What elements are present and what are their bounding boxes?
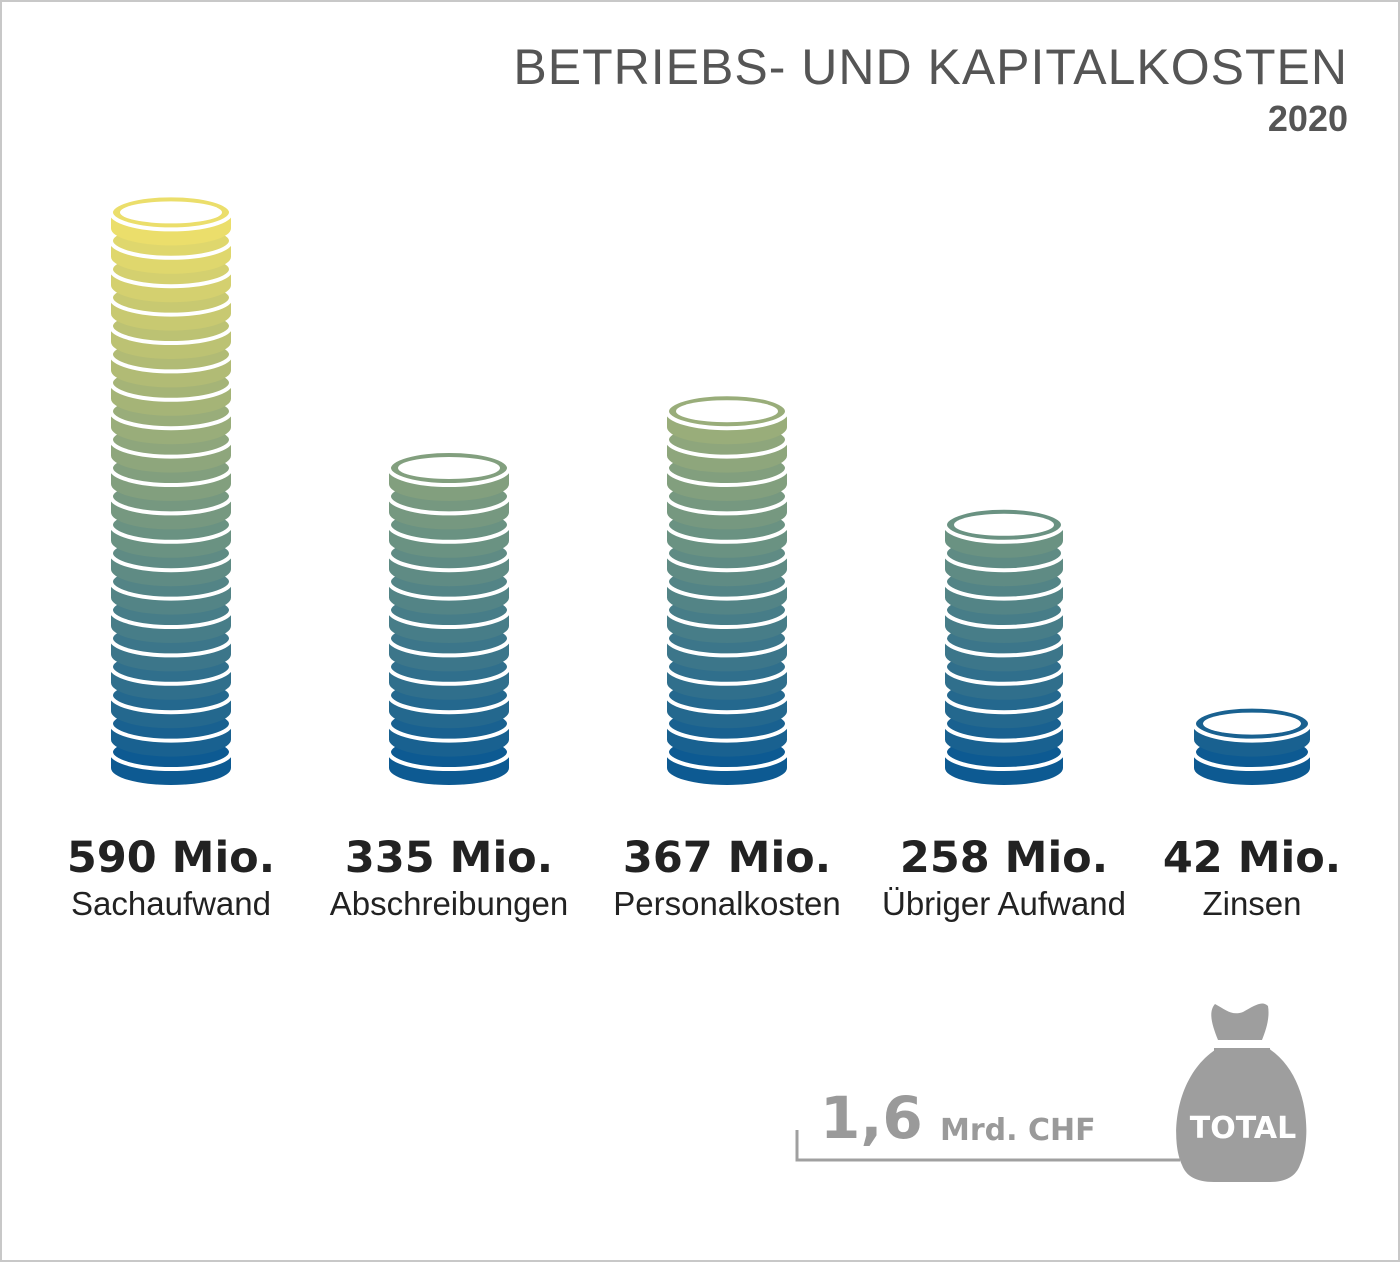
- coin-stack-5: [1192, 704, 1312, 785]
- coin-stack-1: [109, 193, 233, 785]
- category-label: Personalkosten: [613, 885, 840, 922]
- total-value: 1,6: [820, 1084, 923, 1152]
- value-label: 335 Mio.: [345, 833, 553, 883]
- chart-title: BETRIEBS- UND KAPITALKOSTEN: [513, 39, 1348, 95]
- bar-labels: 590 Mio.Sachaufwand 335 Mio.Abschreibunge…: [67, 833, 1341, 922]
- coin-top-face: [676, 400, 778, 423]
- category-label: Sachaufwand: [71, 885, 271, 922]
- money-bag-icon: TOTAL: [1176, 1003, 1307, 1182]
- coin-stack-3: [665, 392, 789, 785]
- value-label: 258 Mio.: [900, 833, 1108, 883]
- total-bag-label: TOTAL: [1190, 1111, 1296, 1146]
- category-label: Übriger Aufwand: [882, 885, 1126, 922]
- category-label: Zinsen: [1202, 885, 1301, 922]
- coin-top-face: [954, 513, 1054, 536]
- coin-stack-2: [387, 449, 511, 785]
- total-unit: Mrd. CHF: [940, 1113, 1096, 1148]
- value-label: 367 Mio.: [623, 833, 831, 883]
- chart-subtitle: 2020: [1267, 98, 1348, 139]
- coin-top-face: [398, 457, 500, 479]
- coin-top-face: [120, 201, 222, 224]
- category-label: Abschreibungen: [330, 885, 569, 922]
- total-bracket-line: [795, 1130, 1180, 1162]
- value-label: 42 Mio.: [1163, 833, 1341, 883]
- total-section: 1,6 Mrd. CHF TOTAL: [795, 1003, 1307, 1182]
- coin-stack-4: [943, 505, 1065, 785]
- coin-top-face: [1203, 712, 1301, 735]
- value-label: 590 Mio.: [67, 833, 275, 883]
- coin-stacks: [109, 193, 1312, 785]
